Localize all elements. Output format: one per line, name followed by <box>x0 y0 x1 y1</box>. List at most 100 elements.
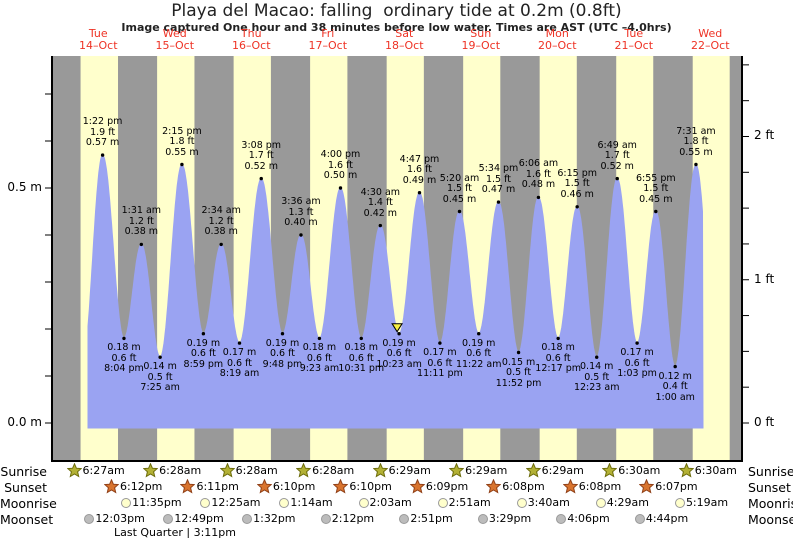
sunset-time: 6:08pm <box>578 480 622 493</box>
astro-row-label-right: Sunrise <box>748 464 793 479</box>
day-date: 17–Oct <box>308 39 348 52</box>
tide-label-line: 0.6 ft <box>545 352 571 364</box>
tide-extreme-dot <box>694 162 698 167</box>
moonrise-moon-icon <box>595 497 606 508</box>
tide-label-line: 5:34 pm <box>478 163 519 175</box>
high-tide-label: 3:08 pm 1.7 ft 0.52 m <box>229 140 293 173</box>
sunrise-star-icon <box>66 463 82 478</box>
sunrise-event: 6:28am <box>219 463 278 478</box>
tide-extreme-dot <box>259 176 263 181</box>
tide-label-line: 1.5 ft <box>446 183 473 194</box>
moonrise-event: 4:29am <box>595 495 649 510</box>
day-name: Wed <box>162 27 187 40</box>
tide-label-line: 0.14 m <box>580 361 614 373</box>
high-tide-label: 5:20 am 1.5 ft 0.45 m <box>428 173 492 206</box>
astro-row-label-right: Sunset <box>748 480 791 495</box>
day-name: Tue <box>88 27 108 40</box>
sunrise-event: 6:29am <box>525 463 584 478</box>
sunset-time: 6:12pm <box>120 480 163 493</box>
tide-extreme-dot <box>201 332 206 336</box>
tide-extreme-dot <box>457 209 462 214</box>
tide-extreme-dot <box>359 336 363 341</box>
sunset-time: 6:10pm <box>272 480 316 493</box>
sunset-star-icon <box>333 479 349 494</box>
high-tide-label: 4:30 am 1.4 ft 0.42 m <box>348 186 412 220</box>
astro-row-label-left: Sunset <box>4 480 47 495</box>
tide-label-line: 6:55 pm <box>635 172 676 184</box>
high-tide-label: 1:31 am 1.2 ft 0.38 m <box>109 206 173 238</box>
tide-label-line: 0.45 m <box>442 193 477 205</box>
tide-extreme-dot <box>635 341 639 345</box>
sunrise-time: 6:30am <box>694 464 737 477</box>
moonset-event: 2:51pm <box>399 511 453 526</box>
day-name: Thu <box>240 27 262 40</box>
tide-label-line: 1.5 ft <box>564 178 590 190</box>
tide-label-line: 0.6 ft <box>624 357 650 369</box>
tide-label-line: 0.38 m <box>204 226 238 238</box>
tide-extreme-dot <box>100 153 105 157</box>
tide-label-line: 8:04 pm <box>104 363 144 375</box>
tide-label-line: 0.5 ft <box>584 371 610 383</box>
sunset-star-icon <box>104 479 119 494</box>
left-axis-label: 0.0 m <box>7 415 42 429</box>
sunrise-event: 6:29am <box>372 463 431 478</box>
sunset-time: 6:09pm <box>425 480 469 493</box>
tide-label-line: 4:47 pm <box>399 153 440 165</box>
high-tide-label: 5:34 pm 1.5 ft 0.47 m <box>466 164 530 196</box>
tide-label-line: 4:30 am <box>360 186 401 198</box>
tide-label-line: 1.8 ft <box>169 136 195 147</box>
moonset-moon-icon <box>242 513 253 524</box>
tide-label-line: 0.19 m <box>186 337 221 349</box>
low-tide-label: 0.14 m 0.5 ft 7:25 am <box>128 362 192 394</box>
low-tide-label: 0.18 m 0.6 ft 10:31 pm <box>329 343 393 375</box>
moonrise-time: 2:51am <box>448 496 491 509</box>
tide-extreme-dot <box>338 186 343 190</box>
tide-extreme-dot <box>477 332 481 336</box>
moonrise-event: 2:51am <box>437 495 491 510</box>
moonrise-time: 12:25am <box>211 496 261 509</box>
sunset-event: 6:08pm <box>562 479 622 494</box>
sunrise-star-icon <box>143 463 159 478</box>
tide-label-line: 9:23 am <box>299 363 340 375</box>
capture-time-marker <box>391 323 403 333</box>
tide-label-line: 6:15 pm <box>557 167 597 179</box>
tide-label-line: 1.6 ft <box>525 168 551 180</box>
tide-label-line: 0.18 m <box>541 342 575 354</box>
moonset-event: 4:44pm <box>634 511 688 526</box>
high-tide-label: 6:06 am 1.6 ft 0.48 m <box>506 159 570 191</box>
moonset-time: 1:32pm <box>253 512 296 525</box>
tide-label-line: 0.55 m <box>679 146 713 158</box>
moonset-time: 12:03pm <box>95 512 145 525</box>
tide-label-line: 7:31 am <box>676 125 716 137</box>
tide-extreme-dot <box>280 332 285 336</box>
low-tide-label: 0.17 m 0.6 ft 1:03 pm <box>605 348 669 380</box>
tide-label-line: 1.3 ft <box>288 206 314 218</box>
sunrise-event: 6:28am <box>296 463 354 478</box>
moonrise-moon-icon <box>437 497 448 508</box>
moonset-moon-icon <box>320 513 331 524</box>
astro-row-label-right: Moonset <box>748 512 793 527</box>
right-axis-label: 2 ft <box>754 128 775 143</box>
day-date: 22–Oct <box>690 39 730 52</box>
tide-extreme-dot <box>397 332 401 336</box>
tide-label-line: 0.42 m <box>363 207 398 219</box>
tide-label-line: 1:31 am <box>121 205 162 217</box>
low-tide-label: 0.19 m 0.6 ft 11:22 am <box>447 338 511 371</box>
sunrise-time: 6:29am <box>465 464 508 477</box>
moonrise-moon-icon <box>200 497 211 508</box>
moonset-event: 3:29pm <box>477 511 531 526</box>
tide-label-line: 1.7 ft <box>604 150 630 162</box>
tide-label-line: 0.40 m <box>284 217 318 228</box>
tide-extreme-dot <box>158 355 162 359</box>
sunrise-time: 6:30am <box>618 464 661 477</box>
tide-label-line: 0.6 ft <box>190 348 216 360</box>
day-name: Fri <box>321 27 335 40</box>
moonrise-moon-icon <box>674 497 685 508</box>
tide-label-line: 12:17 pm <box>535 363 581 375</box>
moonrise-event: 5:19am <box>674 495 728 510</box>
tide-label-line: 0.14 m <box>143 361 177 373</box>
sunset-event: 6:12pm <box>104 479 162 494</box>
tide-label-line: 0.18 m <box>344 342 378 354</box>
moonset-moon-icon <box>163 513 174 524</box>
